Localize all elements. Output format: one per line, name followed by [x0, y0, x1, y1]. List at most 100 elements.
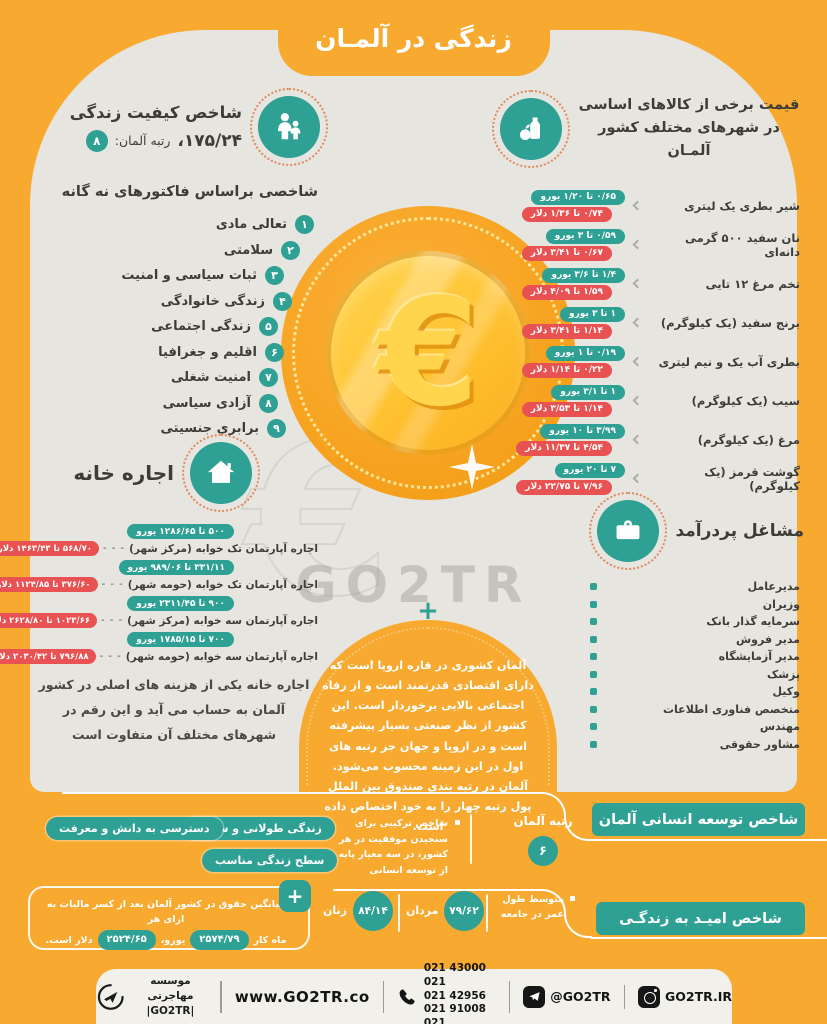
jobs-list: مدیرعامل وزیران سرمایه گذار بانک مدیر فر…	[590, 578, 800, 753]
factor-item: ۴ زندگی خانوادگی	[58, 289, 314, 315]
factor-label: ثبات سیاسی و امنیت	[121, 268, 257, 284]
salary-dollar-label: دلار است.	[45, 934, 93, 946]
men-value-badge: ۷۹/۶۲	[444, 891, 484, 931]
divider-line	[333, 889, 540, 891]
rent-euro-badge: ۹۰۰ تا ۲۳۱۱/۴۵ یورو	[127, 596, 234, 611]
jobs-header: مشاغل پردرآمد	[572, 492, 804, 570]
price-euro-badge: ۰/۶۵ تا ۱/۲۰ یورو	[531, 189, 625, 205]
rent-item-label: اجاره آپارتمان سه خوابه (مرکز شهر)	[127, 614, 318, 627]
quality-index-title: شاخص کیفیت زندگی	[69, 102, 242, 122]
footer-divider	[382, 980, 385, 1013]
factor-item: ۹ برابری جنسیتی	[58, 416, 314, 442]
go2tr-logo: موسسه مهاجرتی |GO2TR|	[96, 974, 207, 1020]
divider-curve	[564, 913, 592, 938]
telegram-icon	[523, 985, 546, 1008]
salary-text: میانگین حقوق در کشور آلمان بعد از کسر ما…	[30, 888, 308, 951]
coin-inner-face: €	[326, 251, 530, 455]
square-bullet-icon	[590, 670, 597, 678]
rent-item: ۷۰۰ تا ۱۷۸۵/۱۵ یورو اجاره آپارتمان سه خو…	[0, 632, 318, 664]
price-dollar-badge: ۴/۵۴ تا ۱۱/۳۷ دلار	[516, 440, 612, 456]
title-banner: زندگی در آلمـان	[277, 0, 550, 76]
factor-label: اقلیم و جغرافیا	[158, 344, 257, 360]
price-item-label: گوشت قرمز (یک کیلوگرم)	[704, 464, 800, 493]
job-item: مدیر فروش	[590, 631, 800, 649]
phone-number: 021 91008 021	[423, 1003, 486, 1024]
salary-euro-badge: ۲۵۷۴/۷۹	[190, 930, 249, 951]
hdi-section-title: شاخص توسعه انسانی آلمان	[592, 803, 805, 836]
factor-label: آزادی سیاسی	[162, 395, 251, 411]
footer-divider	[508, 980, 511, 1013]
prices-title: قیمت برخی از کالاهای اساسی در شهرهای مخت…	[578, 97, 800, 160]
factors-list: ۱ تعالی مادی ۲ سلامتی ۳ ثبات سیاسی و امنیت …	[58, 212, 314, 442]
chevron-left-icon	[632, 278, 643, 289]
factor-number-badge: ۶	[265, 342, 284, 362]
price-row: گوشت قرمز (یک کیلوگرم) ۷ تا ۲۰ یورو ۷/۹۶ ت…	[496, 459, 800, 498]
quality-of-life-text: شاخص کیفیت زندگی ۱۷۵/۲۴، رتبه آلمان: ۸	[70, 103, 242, 152]
price-euro-badge: ۰/۵۹ تا ۳ یورو	[545, 228, 625, 244]
job-label: مدیرعامل	[747, 580, 800, 594]
phone-icon	[399, 988, 415, 1004]
page-title: زندگی در آلمـان	[315, 23, 512, 53]
price-row: برنج سفید (یک کیلوگرم) ۱ تا ۳ یورو ۱/۱۴ تا…	[496, 303, 800, 342]
price-euro-badge: ۱ تا ۳ یورو	[560, 306, 625, 322]
price-item-label: تخم مرغ ۱۲ تایی	[705, 276, 800, 291]
square-bullet-icon	[590, 705, 597, 713]
square-bullet-icon	[590, 723, 597, 731]
price-euro-badge: ۷ تا ۲۰ یورو	[554, 462, 625, 478]
hdi-rank-badge: ۶	[528, 836, 558, 866]
rent-dollar-badge: ۷۹۶/۸۸ تا ۲۰۳۰/۴۲ دلار	[0, 649, 96, 664]
job-label: مشاور حقوقی	[719, 737, 800, 751]
price-row: بطری آب یک و نیم لیتری ۰/۱۹ تا ۱ یورو ۰/۲۲…	[496, 342, 800, 381]
rent-dollar-badge: ۵۶۸/۷۰ تا ۱۴۶۳/۴۳ دلار	[0, 541, 99, 556]
house-icon	[182, 434, 260, 512]
quality-score-row: ۱۷۵/۲۴، رتبه آلمان: ۸	[70, 129, 242, 152]
factor-item: ۲ سلامتی	[58, 238, 314, 264]
chevron-left-icon	[632, 395, 643, 406]
price-item-label: بطری آب یک و نیم لیتری	[658, 354, 800, 369]
price-dollar-badge: ۰/۷۴ تا ۱/۳۶ دلار	[521, 206, 612, 222]
vertical-divider	[398, 894, 400, 932]
rent-note: اجاره خانه یکی از هزینه های اصلی در کشور…	[38, 677, 310, 742]
square-bullet-icon	[590, 600, 597, 608]
job-item: وزیران	[590, 596, 800, 614]
job-label: متخصص فناوری اطلاعات	[663, 702, 800, 716]
factor-item: ۶ اقلیم و جغرافیا	[58, 340, 314, 366]
factor-number-badge: ۳	[265, 266, 284, 286]
chevron-left-icon	[632, 356, 643, 367]
job-label: وکیل	[772, 685, 800, 699]
women-value-badge: ۸۴/۱۴	[353, 891, 393, 931]
org-line2: |GO2TR|	[146, 1005, 195, 1018]
rent-title: اجاره خانه	[73, 461, 174, 485]
price-dollar-badge: ۰/۶۷ تا ۳/۴۱ دلار	[521, 245, 612, 261]
phone-block: 021 43000 021 021 42956 021 91008 021	[397, 962, 496, 1024]
job-label: مدیر آزمایشگاه	[718, 650, 800, 664]
price-item-label: سیب (یک کیلوگرم)	[691, 393, 800, 408]
jobs-title: مشاغل پردرآمد	[675, 521, 804, 541]
price-row: تخم مرغ ۱۲ تایی ۱/۴ تا ۳/۶ یورو ۱/۵۹ تا ۴/…	[496, 264, 800, 303]
square-bullet-icon	[570, 896, 575, 901]
factor-number-badge: ۹	[267, 419, 286, 439]
factor-label: زندگی خانوادگی	[160, 293, 265, 309]
chevron-left-icon	[632, 239, 643, 250]
square-bullet-icon	[590, 653, 597, 661]
about-germany-text: آلمان کشوری در قاره اروپا است که دارای ا…	[322, 659, 534, 834]
plus-decoration: +	[417, 596, 439, 626]
job-item: مدیر آزمایشگاه	[590, 648, 800, 666]
rent-item-label: اجاره آپارتمان تک خوابه (حومه شهر)	[127, 578, 318, 591]
price-dollar-badge: ۱/۱۴ تا ۳/۵۳ دلار	[521, 401, 612, 417]
factor-item: ۵ زندگی اجتماعی	[58, 314, 314, 340]
factor-label: سلامتی	[223, 242, 273, 258]
euro-symbol: €	[376, 267, 480, 439]
price-euro-badge: ۱ تا ۳/۱ یورو	[551, 384, 625, 400]
job-item: متخصص فناوری اطلاعات	[590, 701, 800, 719]
rent-item: ۹۰۰ تا ۲۳۱۱/۴۵ یورو اجاره آپارتمان سه خو…	[0, 596, 318, 628]
factor-item: ۷ امنیت شغلی	[58, 365, 314, 391]
footer-bar: موسسه مهاجرتی |GO2TR| www.GO2TR.co 021 4…	[96, 962, 732, 1024]
org-name: موسسه مهاجرتی |GO2TR|	[134, 974, 208, 1020]
salary-callout: + میانگین حقوق در کشور آلمان بعد از کسر …	[28, 880, 311, 951]
chevron-left-icon	[632, 317, 643, 328]
price-euro-badge: ۰/۱۹ تا ۱ یورو	[545, 345, 625, 361]
factor-label: امنیت شغلی	[171, 370, 251, 386]
salary-prefix: ماه کار	[253, 934, 287, 946]
